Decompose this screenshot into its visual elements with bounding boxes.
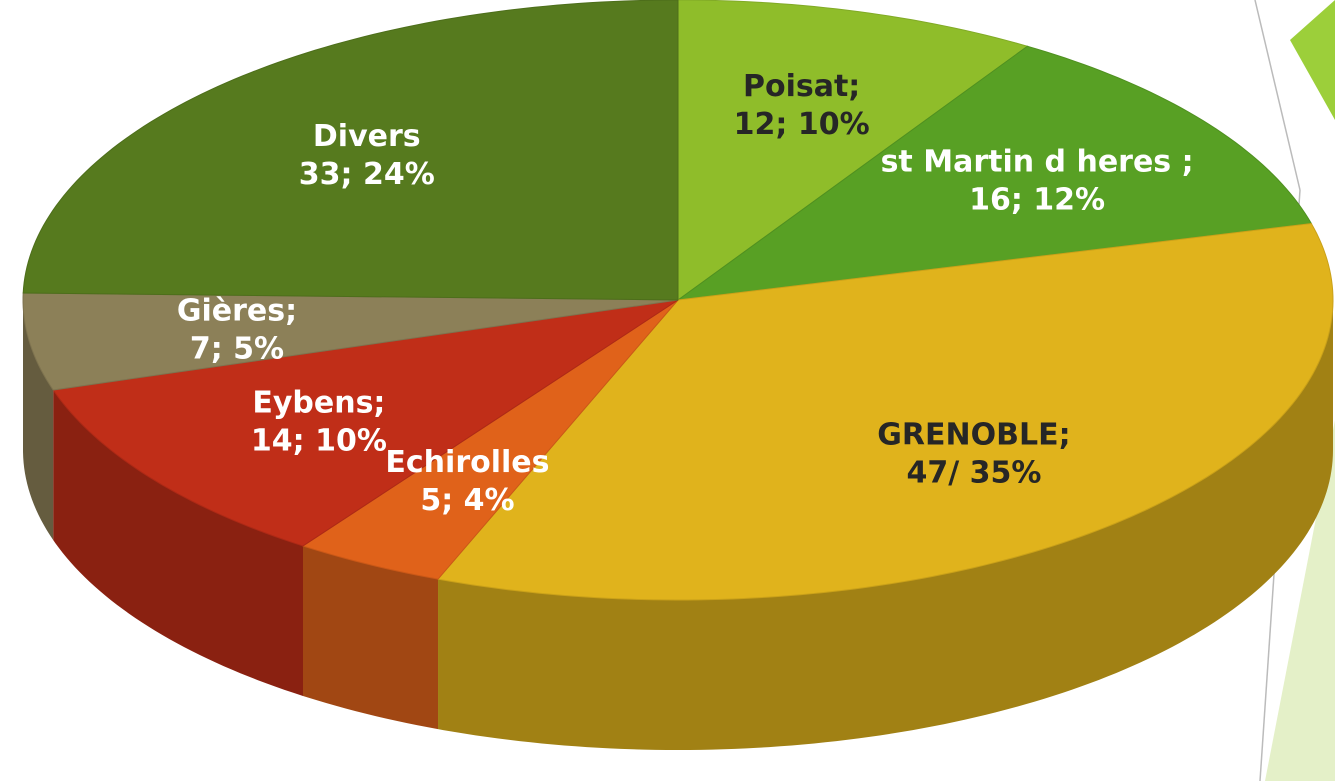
slice bbox=[437, 222, 1334, 601]
data-label: Gières; 7; 5% bbox=[177, 294, 297, 367]
slice-side bbox=[53, 390, 304, 696]
slice-side bbox=[438, 300, 1333, 750]
decor-line bbox=[1254, 0, 1301, 191]
slice bbox=[22, 0, 679, 301]
category-label: Poisat; bbox=[743, 69, 860, 104]
data-label: GRENOBLE; 47/ 35% bbox=[877, 417, 1070, 490]
category-label: Eybens; bbox=[252, 386, 385, 421]
pie-tops bbox=[22, 0, 1334, 601]
value-label: 16; 12% bbox=[969, 182, 1105, 217]
data-label: Divers 33; 24% bbox=[299, 119, 435, 192]
slice bbox=[301, 299, 679, 580]
data-label: st Martin d heres ; 16; 12% bbox=[881, 144, 1194, 217]
category-label: GRENOBLE; bbox=[877, 417, 1070, 452]
category-label: Divers bbox=[313, 119, 421, 154]
value-label: 5; 4% bbox=[420, 483, 514, 518]
value-label: 12; 10% bbox=[734, 107, 870, 142]
data-label: Echirolles 5; 4% bbox=[385, 445, 549, 518]
pie-labels: Poisat; 12; 10%st Martin d heres ; 16; 12%… bbox=[177, 69, 1194, 518]
slice bbox=[52, 299, 679, 547]
slice-side bbox=[303, 545, 439, 730]
data-label: Eybens; 14; 10% bbox=[251, 386, 387, 459]
slice bbox=[22, 292, 679, 391]
data-label: Poisat; 12; 10% bbox=[734, 69, 870, 142]
value-label: 7; 5% bbox=[190, 332, 284, 367]
slice bbox=[677, 0, 1029, 301]
pie-sides bbox=[23, 300, 1333, 750]
category-label: st Martin d heres ; bbox=[881, 144, 1194, 179]
value-label: 33; 24% bbox=[299, 157, 435, 192]
slice-side bbox=[23, 300, 54, 541]
value-label: 14; 10% bbox=[251, 424, 387, 459]
slice bbox=[676, 45, 1313, 301]
value-label: 47/ 35% bbox=[906, 455, 1041, 490]
category-label: Gières; bbox=[177, 294, 297, 329]
category-label: Echirolles bbox=[385, 445, 549, 480]
decor-triangle bbox=[1290, 0, 1335, 120]
